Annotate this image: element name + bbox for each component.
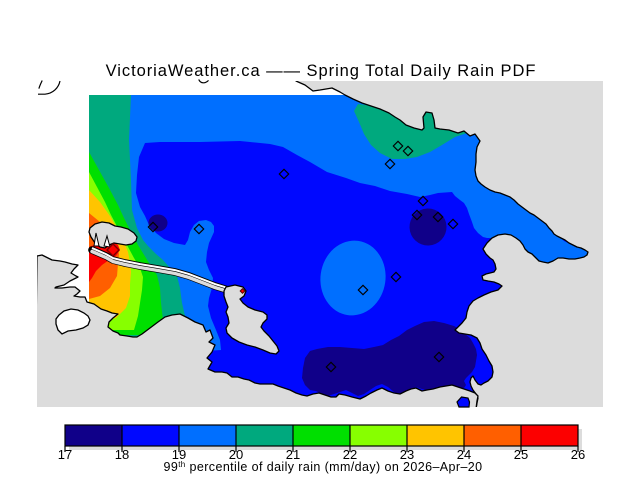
- svg-text:26: 26: [571, 447, 585, 462]
- svg-text:99th percentile of daily rain: 99th percentile of daily rain (mm/day) o…: [163, 460, 482, 474]
- svg-text:VictoriaWeather.ca —— Spring T: VictoriaWeather.ca —— Spring Total Daily…: [106, 62, 537, 80]
- svg-text:24: 24: [457, 447, 471, 462]
- svg-text:23: 23: [400, 447, 414, 462]
- svg-text:17: 17: [58, 447, 72, 462]
- svg-text:20: 20: [229, 447, 243, 462]
- svg-text:22: 22: [343, 447, 357, 462]
- svg-text:21: 21: [286, 447, 300, 462]
- svg-text:25: 25: [514, 447, 528, 462]
- svg-text:19: 19: [172, 447, 186, 462]
- svg-text:18: 18: [115, 447, 129, 462]
